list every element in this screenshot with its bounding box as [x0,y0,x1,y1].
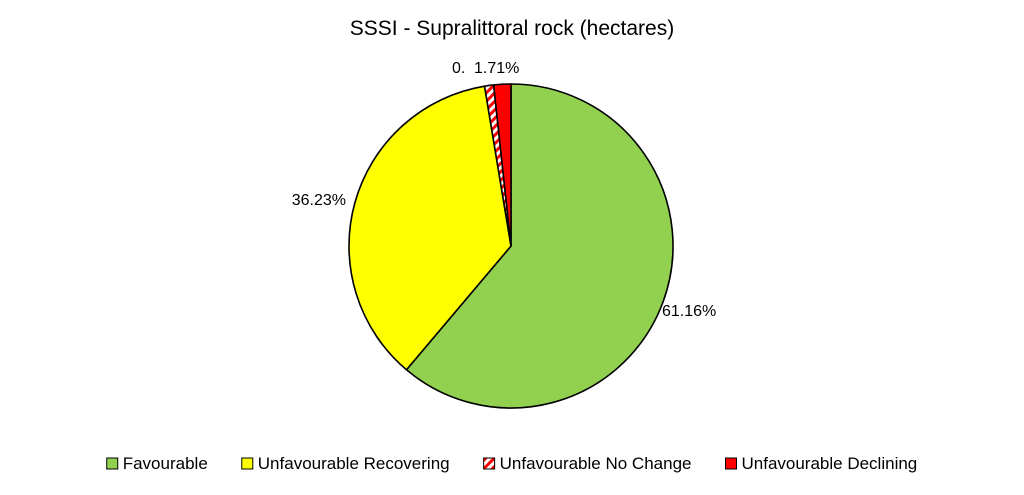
legend-item-favourable: Favourable [106,454,208,473]
legend-swatch-unfavourable-no-change [483,457,496,470]
data-label-favourable: 61.16% [662,303,716,320]
legend-label-favourable: Favourable [123,454,208,473]
legend: Favourable Unfavourable Recovering Unfavou… [106,454,917,473]
legend-swatch-unfavourable-recovering [241,457,254,470]
legend-label-unfavourable-recovering: Unfavourable Recovering [258,454,450,473]
legend-swatch-favourable [106,457,119,470]
pie-slice-unfavourable-recovering [348,85,512,371]
legend-item-unfavourable-declining: Unfavourable Declining [724,454,917,473]
pie-slice-favourable [405,83,674,409]
legend-label-unfavourable-declining: Unfavourable Declining [741,454,917,473]
legend-swatch-unfavourable-declining [724,457,737,470]
legend-item-unfavourable-recovering: Unfavourable Recovering [241,454,450,473]
legend-label-unfavourable-no-change: Unfavourable No Change [500,454,692,473]
legend-item-unfavourable-no-change: Unfavourable No Change [483,454,692,473]
data-label-unfavourable-no-change: 0. [452,60,465,77]
pie-slice-unfavourable-declining [492,83,512,247]
data-label-unfavourable-recovering: 36.23% [292,192,346,209]
pie-slices [348,83,674,409]
data-labels: 61.16% 36.23% 0. 1.71% [292,60,716,320]
data-label-unfavourable-declining: 1.71% [474,60,519,77]
chart-title: SSSI - Supralittoral rock (hectares) [350,17,674,40]
data-label-background [472,60,522,77]
